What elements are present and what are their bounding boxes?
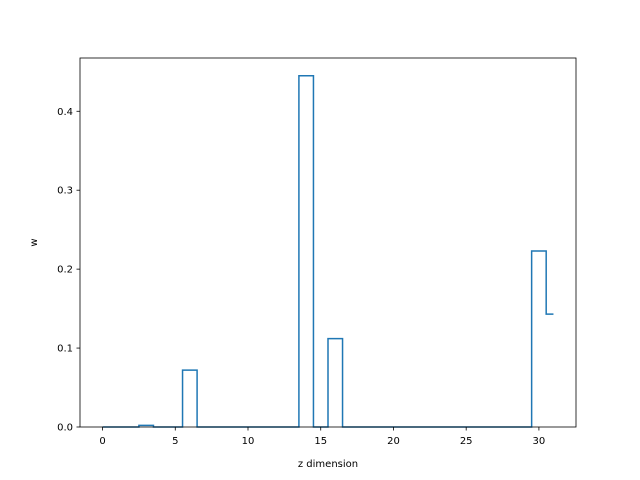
y-tick-label: 0.0: [57, 423, 73, 434]
x-tick-label: 0: [99, 436, 105, 447]
x-tick-label: 15: [314, 436, 327, 447]
axes-frame: [79, 57, 577, 428]
y-tick-label: 0.2: [57, 265, 73, 276]
y-axis-label: w: [29, 238, 40, 246]
y-axis: 0.0 0.1 0.2 0.3 0.4: [57, 107, 80, 434]
x-axis-label: z dimension: [298, 459, 358, 470]
y-tick-label: 0.3: [57, 186, 73, 197]
x-tick-label: 5: [172, 436, 178, 447]
y-tick-label: 0.1: [57, 344, 73, 355]
x-tick-label: 30: [533, 436, 546, 447]
x-axis: 0 5 10 15 20 25 30: [99, 427, 545, 447]
x-tick-label: 20: [387, 436, 400, 447]
x-tick-label: 25: [460, 436, 473, 447]
y-tick-label: 0.4: [57, 107, 73, 118]
x-tick-label: 10: [242, 436, 255, 447]
